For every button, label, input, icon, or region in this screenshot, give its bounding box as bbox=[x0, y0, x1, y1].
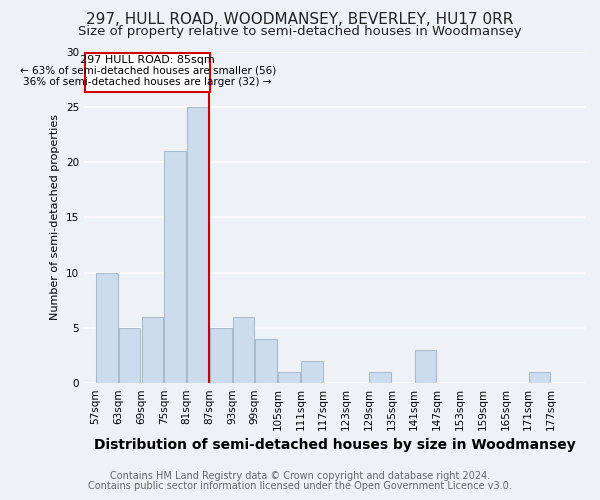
Bar bbox=[119, 328, 140, 383]
Bar bbox=[369, 372, 391, 383]
Bar bbox=[233, 317, 254, 383]
Bar bbox=[301, 361, 323, 383]
Text: 297, HULL ROAD, WOODMANSEY, BEVERLEY, HU17 0RR: 297, HULL ROAD, WOODMANSEY, BEVERLEY, HU… bbox=[86, 12, 514, 28]
Text: Contains HM Land Registry data © Crown copyright and database right 2024.: Contains HM Land Registry data © Crown c… bbox=[110, 471, 490, 481]
Text: 297 HULL ROAD: 85sqm: 297 HULL ROAD: 85sqm bbox=[80, 55, 215, 65]
X-axis label: Distribution of semi-detached houses by size in Woodmansey: Distribution of semi-detached houses by … bbox=[94, 438, 575, 452]
Text: ← 63% of semi-detached houses are smaller (56): ← 63% of semi-detached houses are smalle… bbox=[20, 66, 276, 76]
Bar bbox=[210, 328, 232, 383]
Text: 36% of semi-detached houses are larger (32) →: 36% of semi-detached houses are larger (… bbox=[23, 78, 272, 88]
Text: Contains public sector information licensed under the Open Government Licence v3: Contains public sector information licen… bbox=[88, 481, 512, 491]
Bar bbox=[96, 272, 118, 383]
Bar bbox=[278, 372, 300, 383]
Bar bbox=[256, 339, 277, 383]
Bar bbox=[415, 350, 436, 383]
Bar bbox=[164, 151, 186, 383]
Bar bbox=[529, 372, 550, 383]
Bar bbox=[187, 107, 209, 383]
Bar bbox=[142, 317, 163, 383]
Text: Size of property relative to semi-detached houses in Woodmansey: Size of property relative to semi-detach… bbox=[78, 25, 522, 38]
FancyBboxPatch shape bbox=[85, 53, 211, 92]
Y-axis label: Number of semi-detached properties: Number of semi-detached properties bbox=[50, 114, 61, 320]
